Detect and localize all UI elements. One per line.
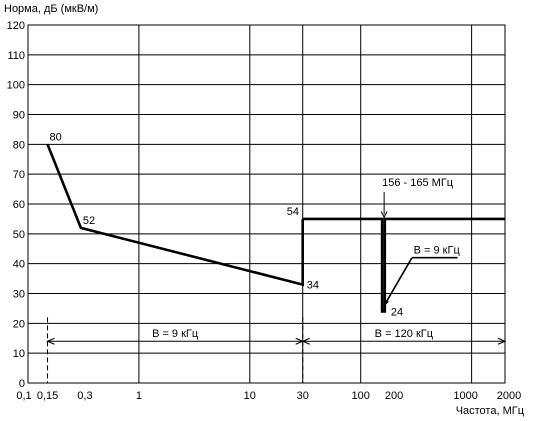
y-tick-label: 50 (13, 229, 25, 241)
y-tick-label: 80 (13, 139, 25, 151)
x-tick-label: 30 (297, 390, 309, 402)
y-tick-label: 60 (13, 199, 25, 211)
band-label: 156 - 165 МГц (382, 177, 454, 189)
x-tick-label: 200 (385, 390, 403, 402)
y-tick-label: 30 (13, 289, 25, 301)
y-tick-label: 70 (13, 169, 25, 181)
annotations: 80 52 34 54 24 156 - 165 МГц B = 9 кГц (50, 131, 461, 318)
notch-leader (383, 257, 413, 306)
x-tick-label: 1000 (453, 390, 477, 402)
y-tick-label: 0 (19, 378, 25, 390)
y-tick-label: 120 (7, 20, 25, 32)
y-tick-label: 100 (7, 80, 25, 92)
y-tick-label: 10 (13, 348, 25, 360)
range-label: B = 120 кГц (375, 328, 434, 340)
x-axis-label: Частота, МГц (456, 405, 525, 417)
y-axis-label: Норма, дБ (мкВ/м) (4, 3, 98, 15)
x-tick-label: 2000 (497, 390, 521, 402)
point-label: 52 (83, 215, 95, 227)
band-arrow-head (380, 211, 388, 219)
series (46, 143, 505, 313)
notch-bandwidth-label: B = 9 кГц (414, 245, 461, 257)
x-tick-label: 0,1 (16, 390, 31, 402)
range-arrow-left (46, 337, 55, 345)
notch-leader-head (383, 294, 389, 308)
plot-frame (27, 24, 506, 384)
range-label: B = 9 кГц (152, 328, 199, 340)
range-arrow-right (497, 337, 507, 345)
point-label: 54 (287, 206, 299, 218)
x-tick-label: 100 (352, 390, 370, 402)
limit-line (302, 217, 505, 313)
x-tick-label: 0,15 (37, 390, 58, 402)
y-tick-label: 40 (13, 259, 25, 271)
point-label: 80 (50, 131, 62, 143)
x-tick-label: 1 (136, 390, 142, 402)
y-tick-label: 110 (7, 50, 25, 62)
range-arrow-left (301, 337, 310, 345)
point-label: 24 (391, 306, 403, 318)
grid (28, 25, 505, 383)
limit-line (46, 143, 304, 287)
y-tick-label: 20 (13, 318, 25, 330)
x-tick-label: 0,3 (77, 390, 92, 402)
x-tick-label: 10 (244, 390, 256, 402)
bandwidth-ranges: B = 9 кГц B = 120 кГц (46, 317, 507, 383)
y-tick-label: 90 (13, 110, 25, 122)
point-label: 34 (307, 280, 319, 292)
